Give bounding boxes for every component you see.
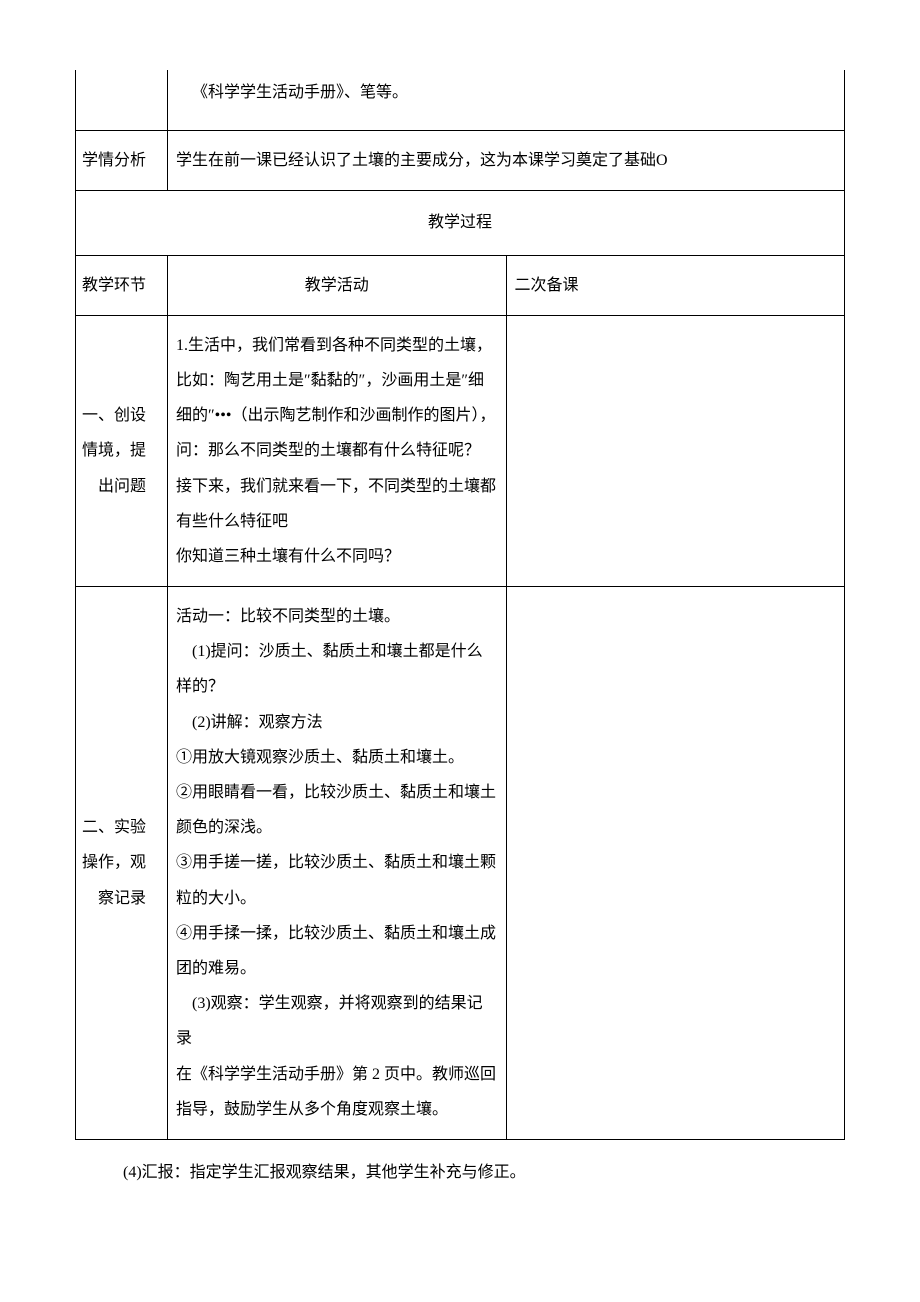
below-text: (4)汇报：指定学生汇报观察结果，其他学生补充与修正。	[75, 1140, 845, 1190]
label-line: 二、实验	[82, 810, 159, 845]
section2-label: 二、实验 操作，观 察记录	[76, 587, 168, 1140]
label-line: 情境，提	[82, 433, 159, 468]
question: (1)提问：沙质土、黏质土和壤土都是什么样的？	[176, 634, 498, 704]
label-line: 一、创设	[82, 398, 159, 433]
analysis-text: 学生在前一课已经认识了土壤的主要成分，这为本课学习奠定了基础O	[168, 131, 845, 191]
section1-content: 1.生活中，我们常看到各种不同类型的土壤，比如：陶艺用土是″黏黏的″，沙画用土是…	[168, 315, 507, 586]
label-line: 出问题	[82, 469, 159, 504]
activity-title: 活动一：比较不同类型的土壤。	[176, 599, 498, 634]
table-row: 教学环节 教学活动 二次备课	[76, 255, 845, 315]
column-header-3: 二次备课	[506, 255, 845, 315]
table-row: 教学过程	[76, 191, 845, 255]
table-row: 二、实验 操作，观 察记录 活动一：比较不同类型的土壤。 (1)提问：沙质土、黏…	[76, 587, 845, 1140]
empty-cell	[76, 70, 168, 131]
column-header-1: 教学环节	[76, 255, 168, 315]
section2-content: 活动一：比较不同类型的土壤。 (1)提问：沙质土、黏质土和壤土都是什么样的？ (…	[168, 587, 507, 1140]
observation: 在《科学学生活动手册》第 2 页中。教师巡回指导，鼓励学生从多个角度观察土壤。	[176, 1057, 498, 1127]
paragraph: 1.生活中，我们常看到各种不同类型的土壤，比如：陶艺用土是″黏黏的″，沙画用土是…	[176, 328, 498, 469]
paragraph: 接下来，我们就来看一下，不同类型的土壤都有些什么特征吧	[176, 469, 498, 539]
label-line: 操作，观	[82, 845, 159, 880]
column-header-2: 教学活动	[168, 255, 507, 315]
question: (2)讲解：观察方法	[176, 705, 498, 740]
analysis-label: 学情分析	[76, 131, 168, 191]
notes-cell	[506, 587, 845, 1140]
observation: (3)观察：学生观察，并将观察到的结果记录	[176, 986, 498, 1056]
materials-cell: 《科学学生活动手册》、笔等。	[168, 70, 845, 131]
lesson-plan-table: 《科学学生活动手册》、笔等。 学情分析 学生在前一课已经认识了土壤的主要成分，这…	[75, 70, 845, 1140]
table-row: 学情分析 学生在前一课已经认识了土壤的主要成分，这为本课学习奠定了基础O	[76, 131, 845, 191]
notes-cell	[506, 315, 845, 586]
process-header: 教学过程	[76, 191, 845, 255]
method: ③用手搓一搓，比较沙质土、黏质土和壤土颗粒的大小。	[176, 845, 498, 915]
table-row: 《科学学生活动手册》、笔等。	[76, 70, 845, 131]
paragraph: 你知道三种土壤有什么不同吗？	[176, 539, 498, 574]
section1-label: 一、创设 情境，提 出问题	[76, 315, 168, 586]
method: ④用手揉一揉，比较沙质土、黏质土和壤土成团的难易。	[176, 916, 498, 986]
label-line: 察记录	[82, 881, 159, 916]
method: ②用眼睛看一看，比较沙质土、黏质土和壤土颜色的深浅。	[176, 775, 498, 845]
method: ①用放大镜观察沙质土、黏质土和壤土。	[176, 740, 498, 775]
table-row: 一、创设 情境，提 出问题 1.生活中，我们常看到各种不同类型的土壤，比如：陶艺…	[76, 315, 845, 586]
